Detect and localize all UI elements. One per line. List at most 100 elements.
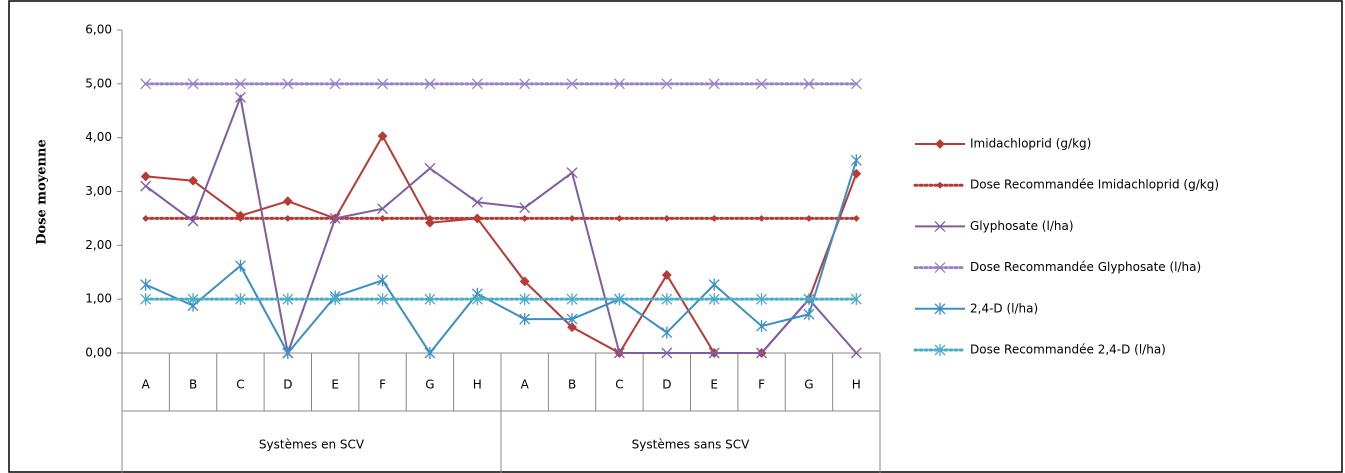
- data-point: [661, 326, 673, 339]
- data-point: [142, 214, 150, 222]
- data-point: [140, 180, 152, 192]
- data-point: [519, 293, 531, 306]
- data-point: [329, 293, 341, 306]
- legend-label: Dose Recommandée 2,4-D (l/ha): [970, 343, 1166, 357]
- data-point: [708, 293, 720, 306]
- x-tick-label: G: [804, 378, 813, 392]
- x-tick-label: E: [710, 378, 718, 392]
- data-point: [661, 78, 673, 90]
- data-point: [803, 78, 815, 90]
- x-tick-label: F: [379, 378, 386, 392]
- y-tick-label: 1,00: [85, 292, 112, 306]
- data-point: [566, 313, 578, 326]
- data-point: [473, 214, 481, 222]
- data-point: [377, 78, 389, 90]
- data-point: [377, 274, 389, 287]
- x-tick-label: A: [521, 378, 530, 392]
- data-point: [566, 78, 578, 90]
- data-point: [379, 214, 386, 222]
- data-point: [852, 214, 860, 222]
- legend-marker: [934, 220, 946, 232]
- data-point: [329, 212, 341, 224]
- data-point: [566, 167, 578, 179]
- data-point: [613, 347, 625, 359]
- data-point: [566, 293, 578, 306]
- data-point: [329, 78, 341, 90]
- data-point: [708, 347, 720, 359]
- legend-marker: [934, 302, 946, 315]
- x-tick-label: G: [425, 378, 434, 392]
- data-point: [187, 293, 199, 306]
- data-point: [661, 270, 672, 280]
- data-point: [519, 276, 530, 287]
- data-point: [661, 347, 673, 359]
- group-label: Systèmes en SCV: [259, 438, 365, 452]
- y-tick-label: 2,00: [85, 238, 112, 252]
- data-point: [424, 78, 436, 90]
- legend-marker: [934, 344, 946, 356]
- data-point: [377, 203, 389, 215]
- data-point: [140, 278, 152, 291]
- x-tick-label: H: [473, 378, 482, 392]
- data-point: [234, 259, 246, 272]
- data-point: [471, 293, 483, 306]
- data-point: [850, 293, 862, 306]
- x-tick-label: H: [852, 378, 861, 392]
- data-point: [756, 320, 768, 333]
- group-label: Systèmes sans SCV: [632, 438, 750, 452]
- legend-label: 2,4-D (l/ha): [970, 301, 1038, 315]
- data-point: [613, 293, 625, 306]
- data-point: [663, 214, 671, 222]
- data-point: [140, 171, 151, 182]
- y-tick-label: 0,00: [85, 346, 112, 360]
- data-point: [521, 214, 529, 222]
- data-point: [424, 347, 436, 359]
- x-tick-label: E: [331, 378, 339, 392]
- data-point: [613, 78, 625, 90]
- data-point: [282, 78, 294, 90]
- data-point: [424, 293, 436, 306]
- data-point: [756, 78, 768, 90]
- data-point: [567, 322, 577, 333]
- data-point: [471, 196, 483, 208]
- data-point: [519, 313, 531, 326]
- x-tick-label: D: [662, 378, 671, 392]
- legend-label: Imidachloprid (g/kg): [970, 137, 1091, 151]
- data-point: [805, 214, 813, 222]
- data-point: [377, 131, 388, 141]
- chart-frame: [8, 0, 1343, 473]
- data-point: [850, 154, 862, 167]
- data-point: [758, 214, 765, 222]
- data-point: [708, 278, 720, 291]
- data-point: [425, 217, 435, 228]
- data-point: [803, 293, 815, 306]
- legend-marker: [935, 139, 945, 149]
- legend-marker: [936, 181, 944, 189]
- data-point: [710, 214, 718, 222]
- data-point: [661, 293, 673, 306]
- data-point: [756, 347, 768, 359]
- y-tick-label: 5,00: [85, 76, 112, 90]
- data-point: [282, 293, 294, 306]
- data-point: [234, 293, 246, 306]
- data-point: [188, 175, 198, 186]
- data-point: [851, 168, 862, 179]
- data-point: [187, 78, 199, 90]
- x-tick-label: C: [615, 378, 623, 392]
- y-tick-label: 6,00: [85, 23, 112, 37]
- data-point: [140, 78, 152, 90]
- x-tick-label: D: [283, 378, 292, 392]
- data-point: [426, 214, 434, 222]
- data-point: [234, 91, 246, 103]
- legend-marker: [934, 262, 946, 274]
- data-point: [519, 78, 531, 90]
- data-point: [756, 293, 768, 306]
- data-point: [708, 78, 720, 90]
- x-tick-label: F: [758, 378, 765, 392]
- x-tick-label: B: [568, 378, 576, 392]
- data-point: [519, 202, 531, 214]
- data-point: [471, 78, 483, 90]
- data-point: [616, 214, 623, 222]
- y-tick-label: 4,00: [85, 130, 112, 144]
